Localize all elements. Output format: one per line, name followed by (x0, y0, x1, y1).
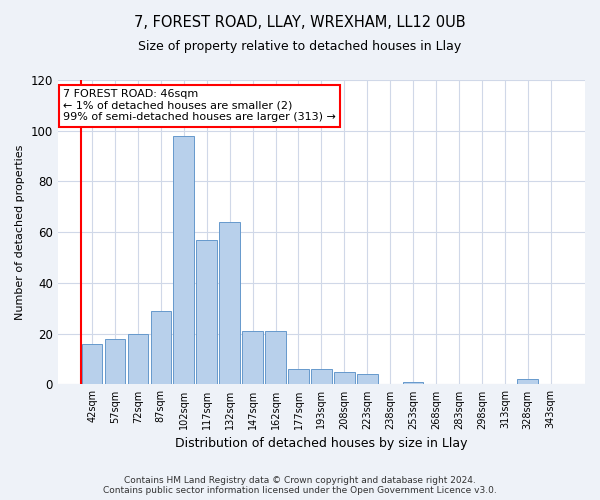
Bar (357, 374, 377, 384)
Bar (220, 222, 240, 384)
Text: 7 FOREST ROAD: 46sqm
← 1% of detached houses are smaller (2)
99% of semi-detache: 7 FOREST ROAD: 46sqm ← 1% of detached ho… (63, 89, 336, 122)
Bar (311, 369, 332, 384)
X-axis label: Distribution of detached houses by size in Llay: Distribution of detached houses by size … (175, 437, 467, 450)
Bar (104, 339, 125, 384)
Bar (265, 331, 286, 384)
Bar (288, 369, 309, 384)
Bar (151, 311, 171, 384)
Bar (334, 372, 355, 384)
Bar (242, 331, 263, 384)
Text: 7, FOREST ROAD, LLAY, WREXHAM, LL12 0UB: 7, FOREST ROAD, LLAY, WREXHAM, LL12 0UB (134, 15, 466, 30)
Bar (196, 240, 217, 384)
Bar (403, 382, 424, 384)
Text: Contains HM Land Registry data © Crown copyright and database right 2024.
Contai: Contains HM Land Registry data © Crown c… (103, 476, 497, 495)
Bar (128, 334, 148, 384)
Text: Size of property relative to detached houses in Llay: Size of property relative to detached ho… (139, 40, 461, 53)
Bar (173, 136, 194, 384)
Y-axis label: Number of detached properties: Number of detached properties (15, 144, 25, 320)
Bar (517, 380, 538, 384)
Bar (82, 344, 103, 385)
